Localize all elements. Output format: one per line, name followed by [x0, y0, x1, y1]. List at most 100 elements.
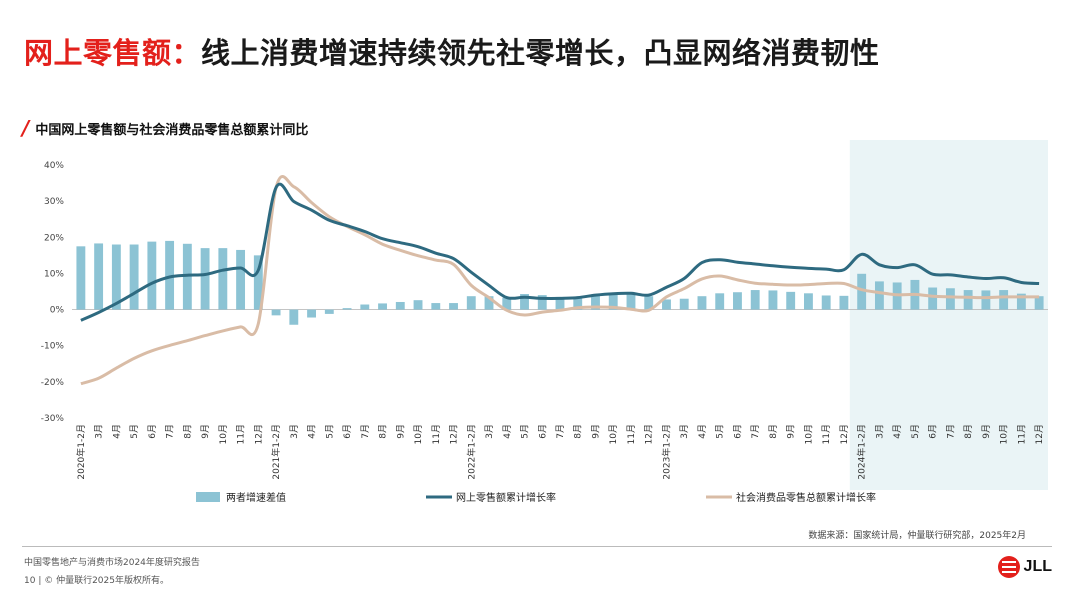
bar-diff — [1034, 296, 1044, 310]
bar-diff — [129, 244, 139, 310]
x-tick-label: 10月 — [608, 424, 619, 444]
highlight-region — [849, 140, 1048, 490]
x-tick-label: 6月 — [928, 424, 939, 439]
x-tick-label: 3月 — [289, 424, 300, 439]
bar-diff — [591, 295, 600, 310]
bar-diff — [874, 281, 884, 310]
page-title-rest: 线上消费增速持续领先社零增长，凸显网络消费韧性 — [201, 36, 880, 70]
bar-diff — [253, 255, 263, 310]
x-tick-label: 5月 — [129, 424, 140, 439]
bar-diff — [307, 309, 316, 318]
footer-divider — [22, 546, 1052, 547]
bar-diff — [76, 246, 86, 310]
bar-diff — [484, 296, 494, 310]
bar-diff — [928, 287, 938, 310]
bar-diff — [218, 248, 228, 310]
x-tick-label: 9月 — [590, 424, 601, 439]
bar-diff — [537, 295, 547, 310]
x-tick-label: 7月 — [945, 424, 956, 439]
x-tick-label: 11月 — [626, 424, 637, 444]
bar-diff — [786, 291, 796, 310]
bar-diff — [289, 309, 299, 325]
line-retail-sales — [80, 174, 1040, 386]
bar-diff — [750, 290, 760, 310]
x-tick-label: 11月 — [1016, 424, 1027, 444]
bar-diff — [608, 292, 618, 310]
bar-diff — [715, 293, 725, 310]
x-tick-label: 12月 — [1034, 424, 1045, 444]
x-tick-label: 12月 — [449, 424, 460, 444]
y-tick-label: -10% — [41, 342, 65, 352]
slash-icon: / — [22, 116, 30, 140]
x-tick-label: 6月 — [147, 424, 158, 439]
x-tick-label: 10月 — [413, 424, 424, 444]
x-tick-label: 10月 — [218, 424, 229, 444]
y-tick-label: 20% — [44, 233, 64, 243]
bar-diff — [662, 299, 671, 310]
x-tick-label: 4月 — [697, 424, 708, 439]
bar-diff — [804, 293, 813, 310]
bar-diff — [963, 290, 973, 310]
x-tick-label: 8月 — [963, 424, 974, 439]
chart-subtitle: / 中国网上零售额与社会消费品零售总额累计同比 — [22, 116, 308, 140]
x-tick-label: 11月 — [821, 424, 832, 444]
x-tick-label: 9月 — [395, 424, 406, 439]
page-info: 10 | © 仲量联行2025年版权所有。 — [24, 576, 169, 586]
bar-diff — [324, 309, 334, 314]
bar-diff — [999, 290, 1009, 310]
chart-title: 中国网上零售额与社会消费品零售总额累计同比 — [35, 122, 309, 138]
x-tick-label: 7月 — [165, 424, 176, 439]
bar-diff — [573, 296, 583, 310]
bar-diff — [502, 297, 512, 310]
bar-diff — [945, 288, 955, 310]
x-tick-label: 4月 — [111, 424, 122, 439]
data-source: 数据来源：国家统计局，仲量联行研究部，2025年2月 — [808, 531, 1026, 541]
x-tick-label: 4月 — [307, 424, 318, 439]
x-tick-label: 8月 — [378, 424, 389, 439]
bar-diff — [821, 295, 831, 310]
legend-label-retail: 社会消费品零售总额累计增长率 — [736, 491, 876, 504]
x-tick-label: 5月 — [520, 424, 531, 439]
bar-diff — [733, 292, 742, 310]
x-tick-label: 4月 — [502, 424, 513, 439]
x-tick-label: 12月 — [253, 424, 264, 444]
x-tick-label: 4月 — [892, 424, 903, 439]
x-tick-label: 9月 — [200, 424, 211, 439]
x-tick-label: 2022年1-2月 — [465, 424, 477, 480]
x-tick-label: 6月 — [732, 424, 743, 439]
legend-label-diff: 两者增速差值 — [226, 491, 286, 504]
bar-diff — [413, 300, 423, 310]
chart: -30% -20% -10% 0% 10% 20% 30% 40% 2020年1-2月 3月 4月 5… — [41, 140, 1048, 504]
bar-diff — [644, 296, 654, 310]
bar-diff — [679, 298, 689, 310]
x-tick-label: 10月 — [999, 424, 1010, 444]
jll-logo: JLL — [997, 556, 1052, 578]
bar-diff — [697, 296, 707, 310]
x-tick-label: 3月 — [874, 424, 885, 439]
x-tick-label: 10月 — [803, 424, 814, 444]
y-tick-label: -30% — [41, 414, 65, 424]
line-online-sales — [80, 182, 1040, 322]
x-tick-label: 6月 — [537, 424, 548, 439]
y-tick-label: 0% — [50, 306, 65, 316]
x-tick-label: 6月 — [342, 424, 353, 439]
legend-swatch-diff — [196, 492, 220, 502]
bar-diff — [147, 241, 157, 310]
bar-diff — [111, 244, 121, 310]
x-tick-label: 5月 — [715, 424, 726, 439]
x-tick-label: 7月 — [750, 424, 761, 439]
x-tick-label: 12月 — [644, 424, 655, 444]
x-tick-label: 12月 — [839, 424, 850, 444]
report-name: 中国零售地产与消费市场2024年度研究报告 — [24, 558, 200, 568]
bar-diff — [378, 303, 387, 310]
x-tick-label: 8月 — [573, 424, 584, 439]
bar-diff — [342, 308, 352, 310]
x-tick-label: 7月 — [555, 424, 566, 439]
x-tick-label: 5月 — [324, 424, 335, 439]
x-tick-label: 3月 — [484, 424, 495, 439]
page-title-highlight: 网上零售额： — [24, 36, 202, 70]
x-tick-label: 8月 — [182, 424, 193, 439]
y-tick-label: 40% — [44, 161, 64, 171]
x-tick-label: 2021年1-2月 — [270, 424, 282, 480]
bar-diff — [981, 290, 991, 310]
